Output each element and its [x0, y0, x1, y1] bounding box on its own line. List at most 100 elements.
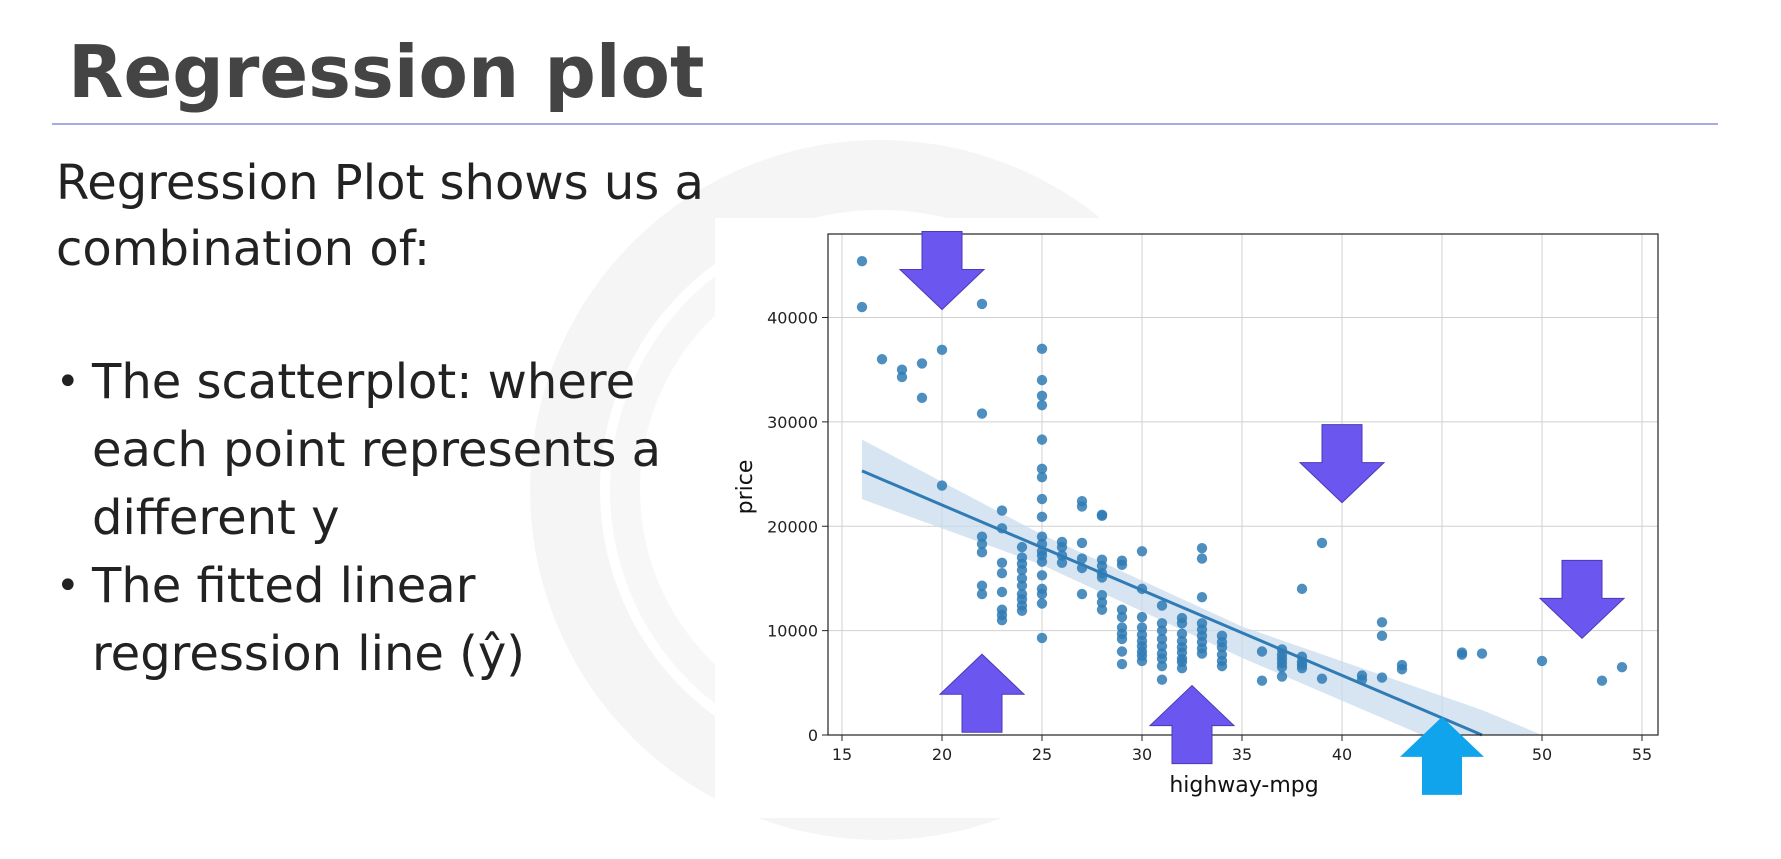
- data-point: [1116, 604, 1128, 615]
- data-point: [1096, 589, 1108, 601]
- data-point: [1156, 660, 1168, 672]
- slide-text: Regression Plot shows us a combination o…: [56, 150, 716, 688]
- x-tick-label: 20: [932, 745, 952, 764]
- data-point: [1056, 541, 1068, 553]
- intro-text: Regression Plot shows us a combination o…: [56, 155, 704, 277]
- data-point: [1296, 663, 1308, 674]
- data-point: [1156, 600, 1168, 611]
- data-point: [856, 301, 868, 313]
- data-point: [1056, 557, 1068, 568]
- title-divider: [52, 123, 1718, 125]
- data-point: [996, 614, 1008, 626]
- data-point: [1036, 570, 1048, 581]
- data-point: [1036, 632, 1048, 644]
- arrow-up-icon: [938, 653, 1026, 733]
- data-point: [936, 480, 948, 491]
- data-point: [916, 392, 928, 404]
- data-point: [1376, 672, 1388, 683]
- data-point: [1216, 660, 1228, 672]
- x-tick-label: 40: [1332, 745, 1352, 764]
- x-tick-label: 50: [1532, 745, 1552, 764]
- data-point: [936, 344, 948, 356]
- data-point: [1376, 617, 1388, 628]
- data-point: [1116, 611, 1128, 623]
- x-tick-label: 30: [1132, 745, 1152, 764]
- data-point: [976, 298, 988, 310]
- data-point: [1036, 598, 1048, 609]
- data-point: [1036, 390, 1048, 401]
- data-point: [1036, 511, 1048, 523]
- data-point: [1116, 633, 1128, 645]
- data-point: [1016, 580, 1028, 591]
- x-axis-label: highway-mpg: [1169, 773, 1318, 798]
- data-point: [1276, 661, 1288, 673]
- regression-line: [861, 469, 1483, 737]
- bullet-text: The fitted linear regression line (ŷ): [92, 558, 526, 682]
- arrow-down-icon: [1298, 424, 1386, 504]
- data-point: [1036, 343, 1048, 355]
- data-point: [1376, 630, 1388, 642]
- grid-lines: [828, 234, 1658, 736]
- data-point: [1036, 399, 1048, 411]
- data-point: [1096, 560, 1108, 572]
- data-point: [1036, 463, 1048, 475]
- data-point: [996, 505, 1008, 516]
- data-point: [1196, 592, 1208, 603]
- data-point: [1456, 649, 1468, 660]
- data-point: [1036, 434, 1048, 445]
- slide-title: Regression plot: [68, 30, 705, 114]
- data-point: [1396, 664, 1408, 675]
- data-point: [1076, 553, 1088, 564]
- data-point: [976, 531, 988, 542]
- data-point: [1016, 605, 1028, 616]
- data-point: [1256, 646, 1268, 657]
- data-point: [1476, 648, 1488, 659]
- data-point: [1136, 622, 1148, 633]
- data-point: [1036, 493, 1048, 505]
- bullet-list: • The scatterplot: where each point repre…: [56, 348, 716, 688]
- data-point: [1316, 537, 1328, 549]
- data-point: [1036, 588, 1048, 600]
- data-point: [1196, 542, 1208, 554]
- data-point: [1076, 588, 1088, 600]
- data-point: [1096, 597, 1108, 608]
- data-point: [1116, 658, 1128, 670]
- data-point: [1076, 501, 1088, 512]
- data-point: [896, 371, 908, 383]
- data-point: [1036, 531, 1048, 542]
- data-point: [856, 255, 868, 267]
- data-point: [1156, 625, 1168, 636]
- bullet-item-scatterplot: • The scatterplot: where each point repre…: [56, 348, 716, 552]
- data-point: [1616, 661, 1628, 673]
- data-point: [1036, 556, 1048, 567]
- data-point: [1116, 559, 1128, 571]
- data-point: [1136, 611, 1148, 623]
- annotation-arrows: [898, 231, 1626, 795]
- data-point: [1136, 546, 1148, 557]
- bullet-text: The scatterplot: where each point repres…: [92, 354, 662, 546]
- x-tick-label: 55: [1632, 745, 1652, 764]
- data-point: [976, 588, 988, 600]
- x-tick-label: 25: [1032, 745, 1052, 764]
- data-point: [1176, 663, 1188, 674]
- data-point: [1196, 648, 1208, 659]
- arrow-up-icon: [1400, 716, 1484, 795]
- data-point: [976, 580, 988, 591]
- data-point: [896, 364, 908, 375]
- data-point: [1176, 618, 1188, 629]
- scatter-points: [856, 255, 1628, 686]
- data-point: [976, 408, 988, 419]
- data-point: [916, 358, 928, 369]
- data-point: [996, 568, 1008, 579]
- data-point: [976, 547, 988, 558]
- data-point: [1596, 675, 1608, 686]
- data-point: [1536, 655, 1548, 667]
- data-point: [1076, 537, 1088, 549]
- data-point: [1016, 541, 1028, 553]
- data-point: [1156, 618, 1168, 629]
- data-point: [1136, 655, 1148, 667]
- y-tick-label: 40000: [767, 309, 818, 328]
- data-point: [1156, 674, 1168, 685]
- data-point: [996, 557, 1008, 568]
- y-tick-label: 20000: [767, 517, 818, 536]
